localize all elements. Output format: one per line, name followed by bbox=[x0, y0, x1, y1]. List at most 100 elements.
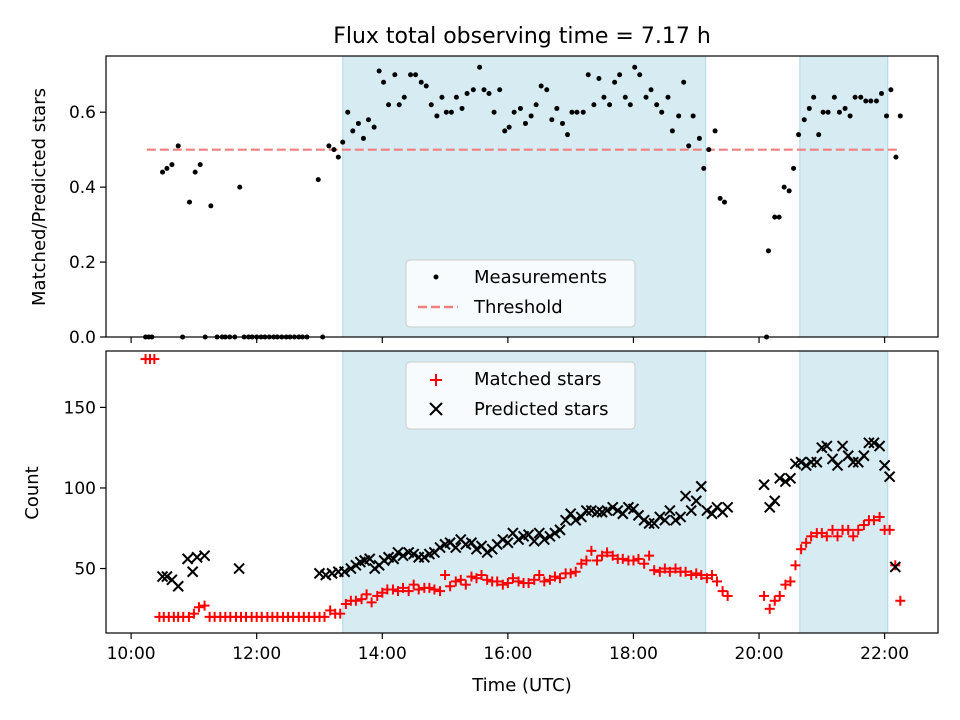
measurement-point bbox=[858, 94, 864, 100]
flux-ratio-legend: Measurements Threshold bbox=[405, 259, 636, 328]
predicted-star-point bbox=[695, 480, 707, 493]
predicted-star-point bbox=[821, 440, 833, 452]
measurement-point bbox=[237, 184, 243, 190]
measurement-point bbox=[791, 165, 797, 171]
matched-star-point bbox=[780, 579, 791, 590]
flux-ratio-x-ticks bbox=[130, 337, 886, 343]
predicted-star-point bbox=[198, 549, 211, 562]
predicted-star-point bbox=[878, 459, 891, 472]
measurement-point bbox=[192, 169, 198, 175]
matched-star-point bbox=[701, 573, 712, 584]
matched-star-point bbox=[377, 587, 388, 598]
predicted-star-point bbox=[345, 562, 357, 575]
measurement-point bbox=[511, 109, 517, 115]
measurement-point bbox=[868, 98, 874, 104]
matched-star-point bbox=[450, 576, 461, 587]
measurement-point bbox=[643, 94, 649, 100]
measurement-point bbox=[335, 154, 341, 160]
matched-star-point bbox=[581, 555, 592, 566]
measurement-point bbox=[806, 105, 812, 111]
predicted-star-point bbox=[580, 504, 593, 517]
matched-star-point bbox=[664, 566, 675, 577]
matched-star-point bbox=[576, 558, 587, 569]
y-tick-label: 50 bbox=[74, 560, 96, 580]
matched-star-point bbox=[183, 611, 194, 622]
matched-star-point bbox=[366, 597, 377, 608]
x-tick-label: 14:00 bbox=[358, 644, 407, 664]
predicted-star-point bbox=[774, 472, 786, 485]
predicted-star-point bbox=[181, 553, 194, 565]
measurement-point bbox=[722, 199, 728, 205]
matched-star-point bbox=[398, 582, 409, 593]
measurement-point bbox=[350, 128, 356, 134]
matched-star-point bbox=[801, 537, 812, 548]
predicted-star-point bbox=[387, 553, 400, 565]
measurement-point bbox=[491, 109, 497, 115]
measurement-point bbox=[878, 90, 884, 96]
y-tick-label: 0.6 bbox=[69, 103, 96, 123]
predicted-star-point bbox=[591, 506, 603, 518]
measurement-point bbox=[208, 203, 214, 209]
matched-star-point bbox=[544, 574, 555, 585]
measurement-point bbox=[522, 120, 528, 126]
predicted-star-point bbox=[769, 495, 781, 507]
measurement-point bbox=[686, 143, 692, 149]
predicted-star-point bbox=[758, 479, 770, 491]
matched-star-point bbox=[440, 569, 451, 580]
predicted-star-point bbox=[418, 551, 431, 563]
measurement-point bbox=[413, 72, 419, 78]
measurement-point bbox=[706, 147, 712, 153]
legend-matched-marker bbox=[430, 374, 442, 386]
measurement-point bbox=[360, 135, 366, 141]
predicted-star-point bbox=[364, 553, 376, 565]
predicted-star-point bbox=[156, 570, 169, 583]
predicted-star-point bbox=[392, 546, 404, 559]
matched-star-point bbox=[670, 563, 681, 574]
matched-star-point bbox=[372, 590, 383, 601]
measurement-point bbox=[381, 79, 387, 85]
measurement-point bbox=[477, 64, 483, 70]
measurement-point bbox=[701, 165, 707, 171]
matched-star-point bbox=[319, 611, 330, 622]
matched-star-point bbox=[403, 586, 414, 597]
measurement-point bbox=[796, 132, 802, 138]
matched-star-point bbox=[617, 553, 628, 564]
measurement-point bbox=[781, 184, 787, 190]
flux-ratio-y-ticks: 0.0 0.2 0.4 0.6 bbox=[69, 103, 106, 348]
predicted-star-point bbox=[502, 537, 514, 549]
predicted-star-point bbox=[554, 524, 566, 536]
measurement-point bbox=[676, 113, 682, 119]
matched-star-point bbox=[759, 590, 770, 601]
predicted-star-point bbox=[470, 543, 483, 555]
star-count-y-ticks: 50 100 150 bbox=[64, 398, 106, 580]
predicted-star-point bbox=[161, 570, 173, 583]
measurement-point bbox=[533, 102, 539, 108]
matched-star-point bbox=[858, 520, 869, 531]
predicted-star-point bbox=[549, 527, 561, 539]
predicted-star-point bbox=[538, 533, 550, 546]
measurement-point bbox=[665, 94, 671, 100]
measurement-point bbox=[825, 109, 831, 115]
matched-star-point bbox=[686, 569, 697, 580]
matched-star-point bbox=[413, 584, 424, 595]
measurement-point bbox=[690, 113, 696, 119]
matched-star-point bbox=[680, 566, 691, 577]
matched-star-point bbox=[890, 560, 901, 571]
predicted-star-point bbox=[873, 440, 886, 452]
predicted-star-point bbox=[889, 561, 902, 573]
measurement-point bbox=[355, 120, 361, 126]
measurement-point bbox=[852, 94, 858, 100]
predicted-star-point bbox=[533, 527, 545, 539]
measurement-point bbox=[528, 113, 534, 119]
matched-star-point bbox=[654, 566, 665, 577]
predicted-star-point bbox=[575, 511, 588, 523]
measurement-point bbox=[765, 248, 771, 254]
predicted-star-point bbox=[800, 459, 812, 472]
measurement-point bbox=[544, 87, 550, 93]
predicted-star-point bbox=[569, 514, 582, 526]
predicted-star-point bbox=[564, 508, 577, 520]
matched-star-point bbox=[497, 579, 508, 590]
measurement-point bbox=[669, 128, 675, 134]
matched-star-point bbox=[691, 568, 702, 579]
flux-ratio-points bbox=[143, 64, 903, 340]
